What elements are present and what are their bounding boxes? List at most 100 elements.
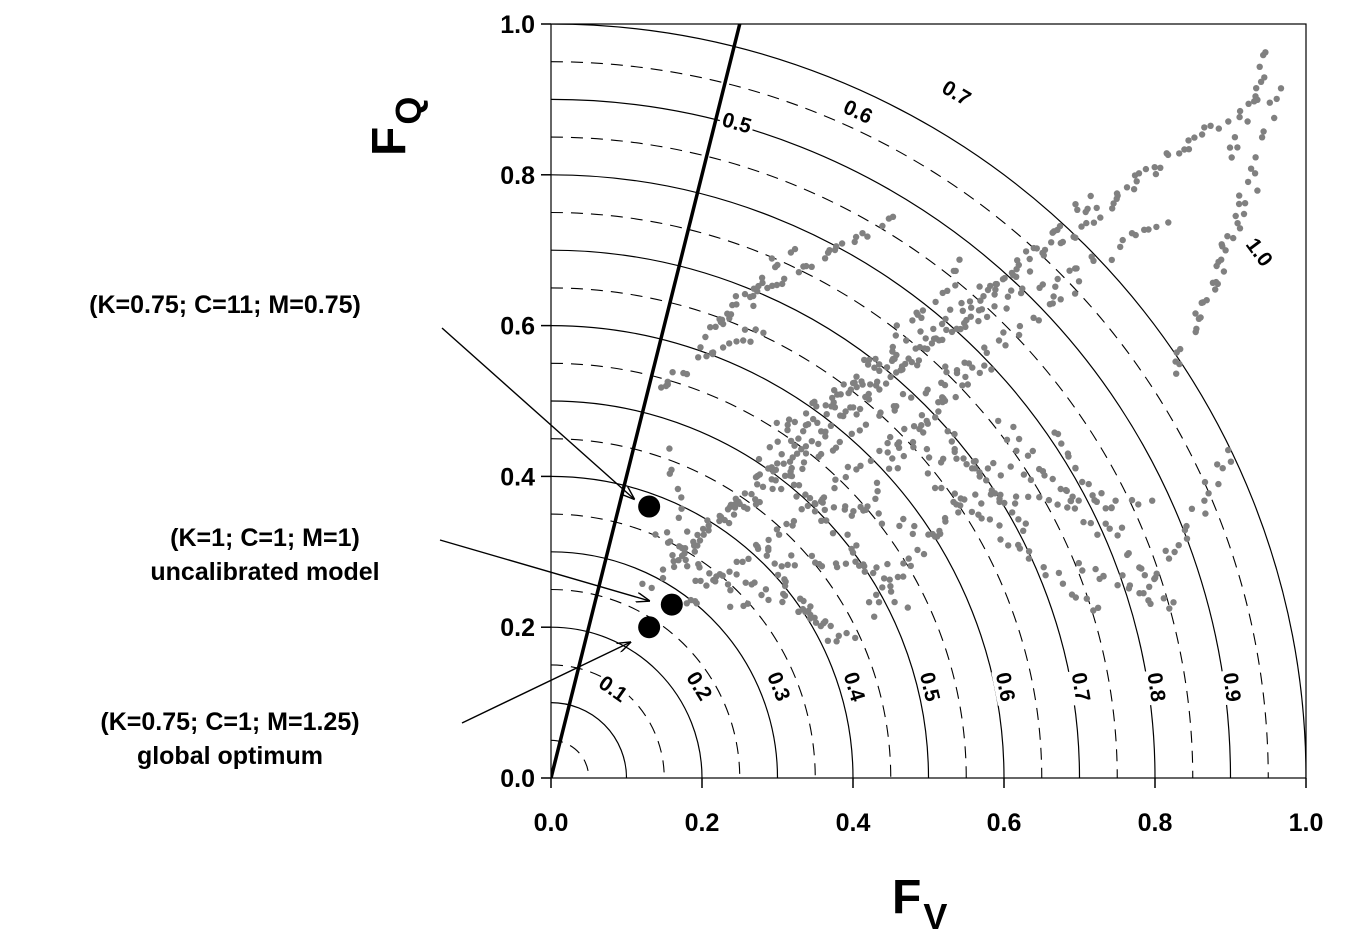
- scatter-point-808: [1067, 497, 1075, 505]
- scatter-point-311: [908, 394, 915, 401]
- scatter-point-760: [884, 560, 891, 568]
- contour-label-group-7: 0.8: [1142, 668, 1170, 706]
- scatter-point-360: [975, 317, 982, 325]
- scatter-point-94: [915, 357, 923, 364]
- scatter-point-267: [884, 439, 891, 447]
- scatter-point-201: [947, 306, 954, 313]
- scatter-point-727: [1271, 114, 1278, 122]
- scatter-point-282: [976, 369, 983, 377]
- scatter-point-623: [1071, 505, 1079, 512]
- scatter-point-341: [822, 402, 829, 409]
- scatter-point-792: [990, 459, 997, 467]
- scatter-point-455: [752, 541, 760, 549]
- scatter-point-658: [1126, 582, 1134, 589]
- scatter-point-72: [759, 483, 767, 490]
- scatter-point-514: [887, 583, 894, 590]
- scatter-point-712: [1212, 286, 1219, 293]
- tick-labels: 0.0 0.2 0.4 0.6 0.8 1.0 0.0 0.2 0.4 0.6 0.8 1.0: [500, 11, 1323, 837]
- scatter-point-375: [1088, 253, 1095, 260]
- scatter-point-473: [733, 571, 740, 578]
- scatter-point-283: [981, 362, 988, 369]
- scatter-point-807: [1064, 504, 1071, 511]
- scatter-point-416: [779, 280, 786, 288]
- contour-solid-3: [551, 475, 854, 778]
- scatter-point-414: [773, 281, 781, 289]
- scatter-point-840: [684, 528, 691, 535]
- scatter-point-292: [781, 472, 789, 479]
- scatter-point-128: [770, 468, 777, 475]
- contour-label-bg-10: [837, 94, 879, 129]
- scatter-point-500: [811, 508, 819, 515]
- scatter-point-123: [730, 511, 738, 518]
- x-tick-label-4: 0.8: [1138, 809, 1173, 837]
- scatter-point-729: [1273, 95, 1280, 103]
- scatter-point-353: [912, 345, 919, 352]
- scatter-point-74: [772, 477, 779, 484]
- scatter-point-28: [795, 435, 802, 442]
- contour-label-group-8: 0.9: [1218, 668, 1246, 706]
- scatter-point-773: [900, 515, 907, 523]
- scatter-point-399: [758, 274, 766, 281]
- scatter-point-761: [793, 493, 800, 500]
- scatter-point-838: [678, 505, 685, 512]
- scatter-point-159: [1026, 268, 1034, 275]
- scatter-point-694: [1192, 310, 1199, 317]
- scatter-point-518: [865, 599, 873, 606]
- scatter-point-415: [769, 282, 776, 289]
- scatter-point-513: [879, 584, 886, 591]
- scatter-point-359: [962, 323, 969, 331]
- scatter-point-334: [1075, 278, 1083, 285]
- y-axis-title: FQ: [363, 97, 429, 156]
- scatter-point-369: [1052, 283, 1059, 290]
- scatter-point-800: [996, 498, 1003, 506]
- scatter-point-620: [1062, 486, 1070, 494]
- scatter-point-570: [976, 473, 983, 480]
- scatter-point-507: [853, 542, 860, 549]
- scatter-point-616: [1041, 472, 1048, 479]
- scatter-point-460: [774, 571, 782, 579]
- scatter-point-386: [702, 333, 709, 341]
- scatter-point-320: [983, 349, 990, 356]
- scatter-point-608: [1010, 423, 1017, 431]
- scatter-point-828: [724, 581, 732, 588]
- scatter-point-671: [1162, 547, 1169, 554]
- scatter-point-152: [967, 313, 974, 320]
- contour-label-1: 0.2: [681, 668, 716, 705]
- scatter-point-741: [1261, 74, 1268, 81]
- scatter-point-343: [837, 391, 844, 398]
- scatter-point-298: [815, 453, 822, 460]
- scatter-point-544: [874, 488, 881, 495]
- scatter-point-210: [1026, 255, 1033, 263]
- scatter-point-161: [1040, 252, 1048, 259]
- scatter-point-289: [756, 498, 763, 506]
- scatter-point-682: [1215, 480, 1222, 488]
- contour-label-bg-12: [1240, 231, 1279, 273]
- scatter-point-734: [1231, 134, 1239, 141]
- scatter-point-439: [669, 369, 676, 376]
- scatter-point-116: [1074, 206, 1081, 213]
- scatter-point-149: [948, 328, 956, 336]
- scatter-point-428: [851, 238, 858, 246]
- scatter-point-752: [818, 563, 826, 570]
- scatter-point-711: [1203, 297, 1210, 304]
- scatter-point-313: [924, 386, 931, 393]
- scatter-point-136: [837, 412, 844, 419]
- scatter-point-303: [856, 427, 863, 434]
- scatter-point-764: [819, 499, 826, 506]
- scatter-point-548: [889, 455, 896, 462]
- scatter-point-634: [1079, 478, 1086, 486]
- scatter-point-817: [652, 531, 659, 538]
- scatter-point-684: [1214, 461, 1221, 468]
- scatter-point-332: [1057, 296, 1064, 303]
- scatter-point-256: [811, 500, 818, 507]
- scatter-point-441: [680, 369, 687, 377]
- scatter-point-438: [664, 378, 671, 385]
- scatter-point-302: [848, 430, 855, 437]
- scatter-point-139: [865, 390, 872, 398]
- scatter-point-668: [1151, 575, 1158, 583]
- boundary-line: [551, 24, 742, 778]
- scatter-point-631: [1064, 450, 1072, 457]
- scatter-point-117: [1072, 201, 1079, 208]
- scatter-point-696: [1198, 299, 1205, 306]
